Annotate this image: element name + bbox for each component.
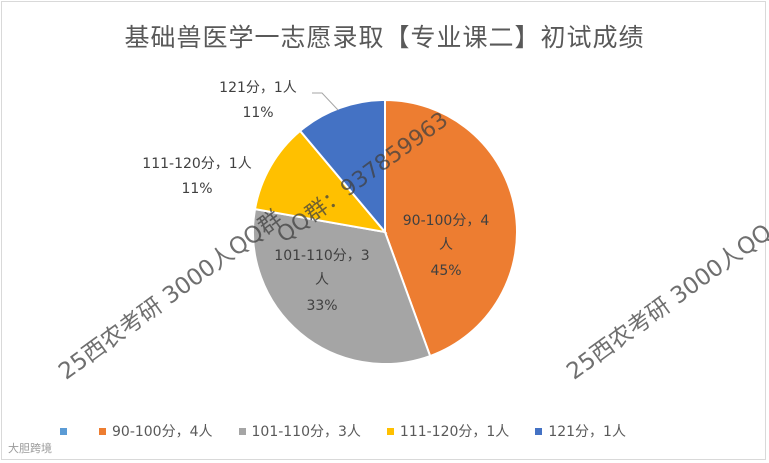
slice-label-101-110-line2: 人 (315, 272, 329, 288)
slice-label-90-100-line2: 人 (439, 237, 453, 253)
legend-swatch-121 (535, 427, 543, 435)
brand-logo-text: 大胆跨境 (8, 442, 52, 455)
slice-label-90-100-line1: 90-100分，4 (403, 213, 490, 229)
legend-item-90-100: 90-100分，4人 (99, 421, 213, 441)
pie-slices (252, 98, 518, 365)
legend-label-111-120: 111-120分，1人 (399, 424, 510, 440)
pie-slice-90-100 (384, 98, 518, 358)
legend-item-121: 121分，1人 (535, 421, 626, 441)
slice-label-111-120-line1: 111-120分，1人 (142, 156, 251, 172)
legend-swatch-empty (60, 427, 67, 435)
slice-label-111-120-pct: 11% (181, 181, 212, 197)
slice-label-101-110-line1: 101-110分，3 (274, 248, 369, 264)
leader-line-121 (312, 92, 339, 111)
chart-title: 基础兽医学一志愿录取【专业课二】初试成绩 (124, 23, 645, 52)
legend-label-121: 121分，1人 (548, 424, 626, 440)
slice-label-90-100-pct: 45% (430, 263, 461, 279)
legend-item-101-110: 101-110分，3人 (238, 421, 361, 441)
slice-label-121-line1: 121分，1人 (219, 80, 297, 96)
pie-slice-111-120 (253, 129, 388, 234)
legend-item-111-120: 111-120分，1人 (386, 421, 510, 441)
legend-label-90-100: 90-100分，4人 (112, 424, 213, 440)
legend-item-empty (60, 427, 73, 435)
chart-legend: 90-100分，4人 101-110分，3人 111-120分，1人 121分，… (60, 421, 652, 441)
pie-slice-121 (298, 98, 386, 235)
legend-swatch-111-120 (386, 427, 394, 435)
pie-slice-101-110 (252, 207, 432, 365)
slice-label-101-110-pct: 33% (306, 298, 337, 314)
legend-swatch-101-110 (238, 427, 246, 435)
slice-label-121-pct: 11% (242, 105, 273, 121)
legend-swatch-90-100 (99, 427, 106, 435)
legend-label-101-110: 101-110分，3人 (251, 424, 361, 440)
